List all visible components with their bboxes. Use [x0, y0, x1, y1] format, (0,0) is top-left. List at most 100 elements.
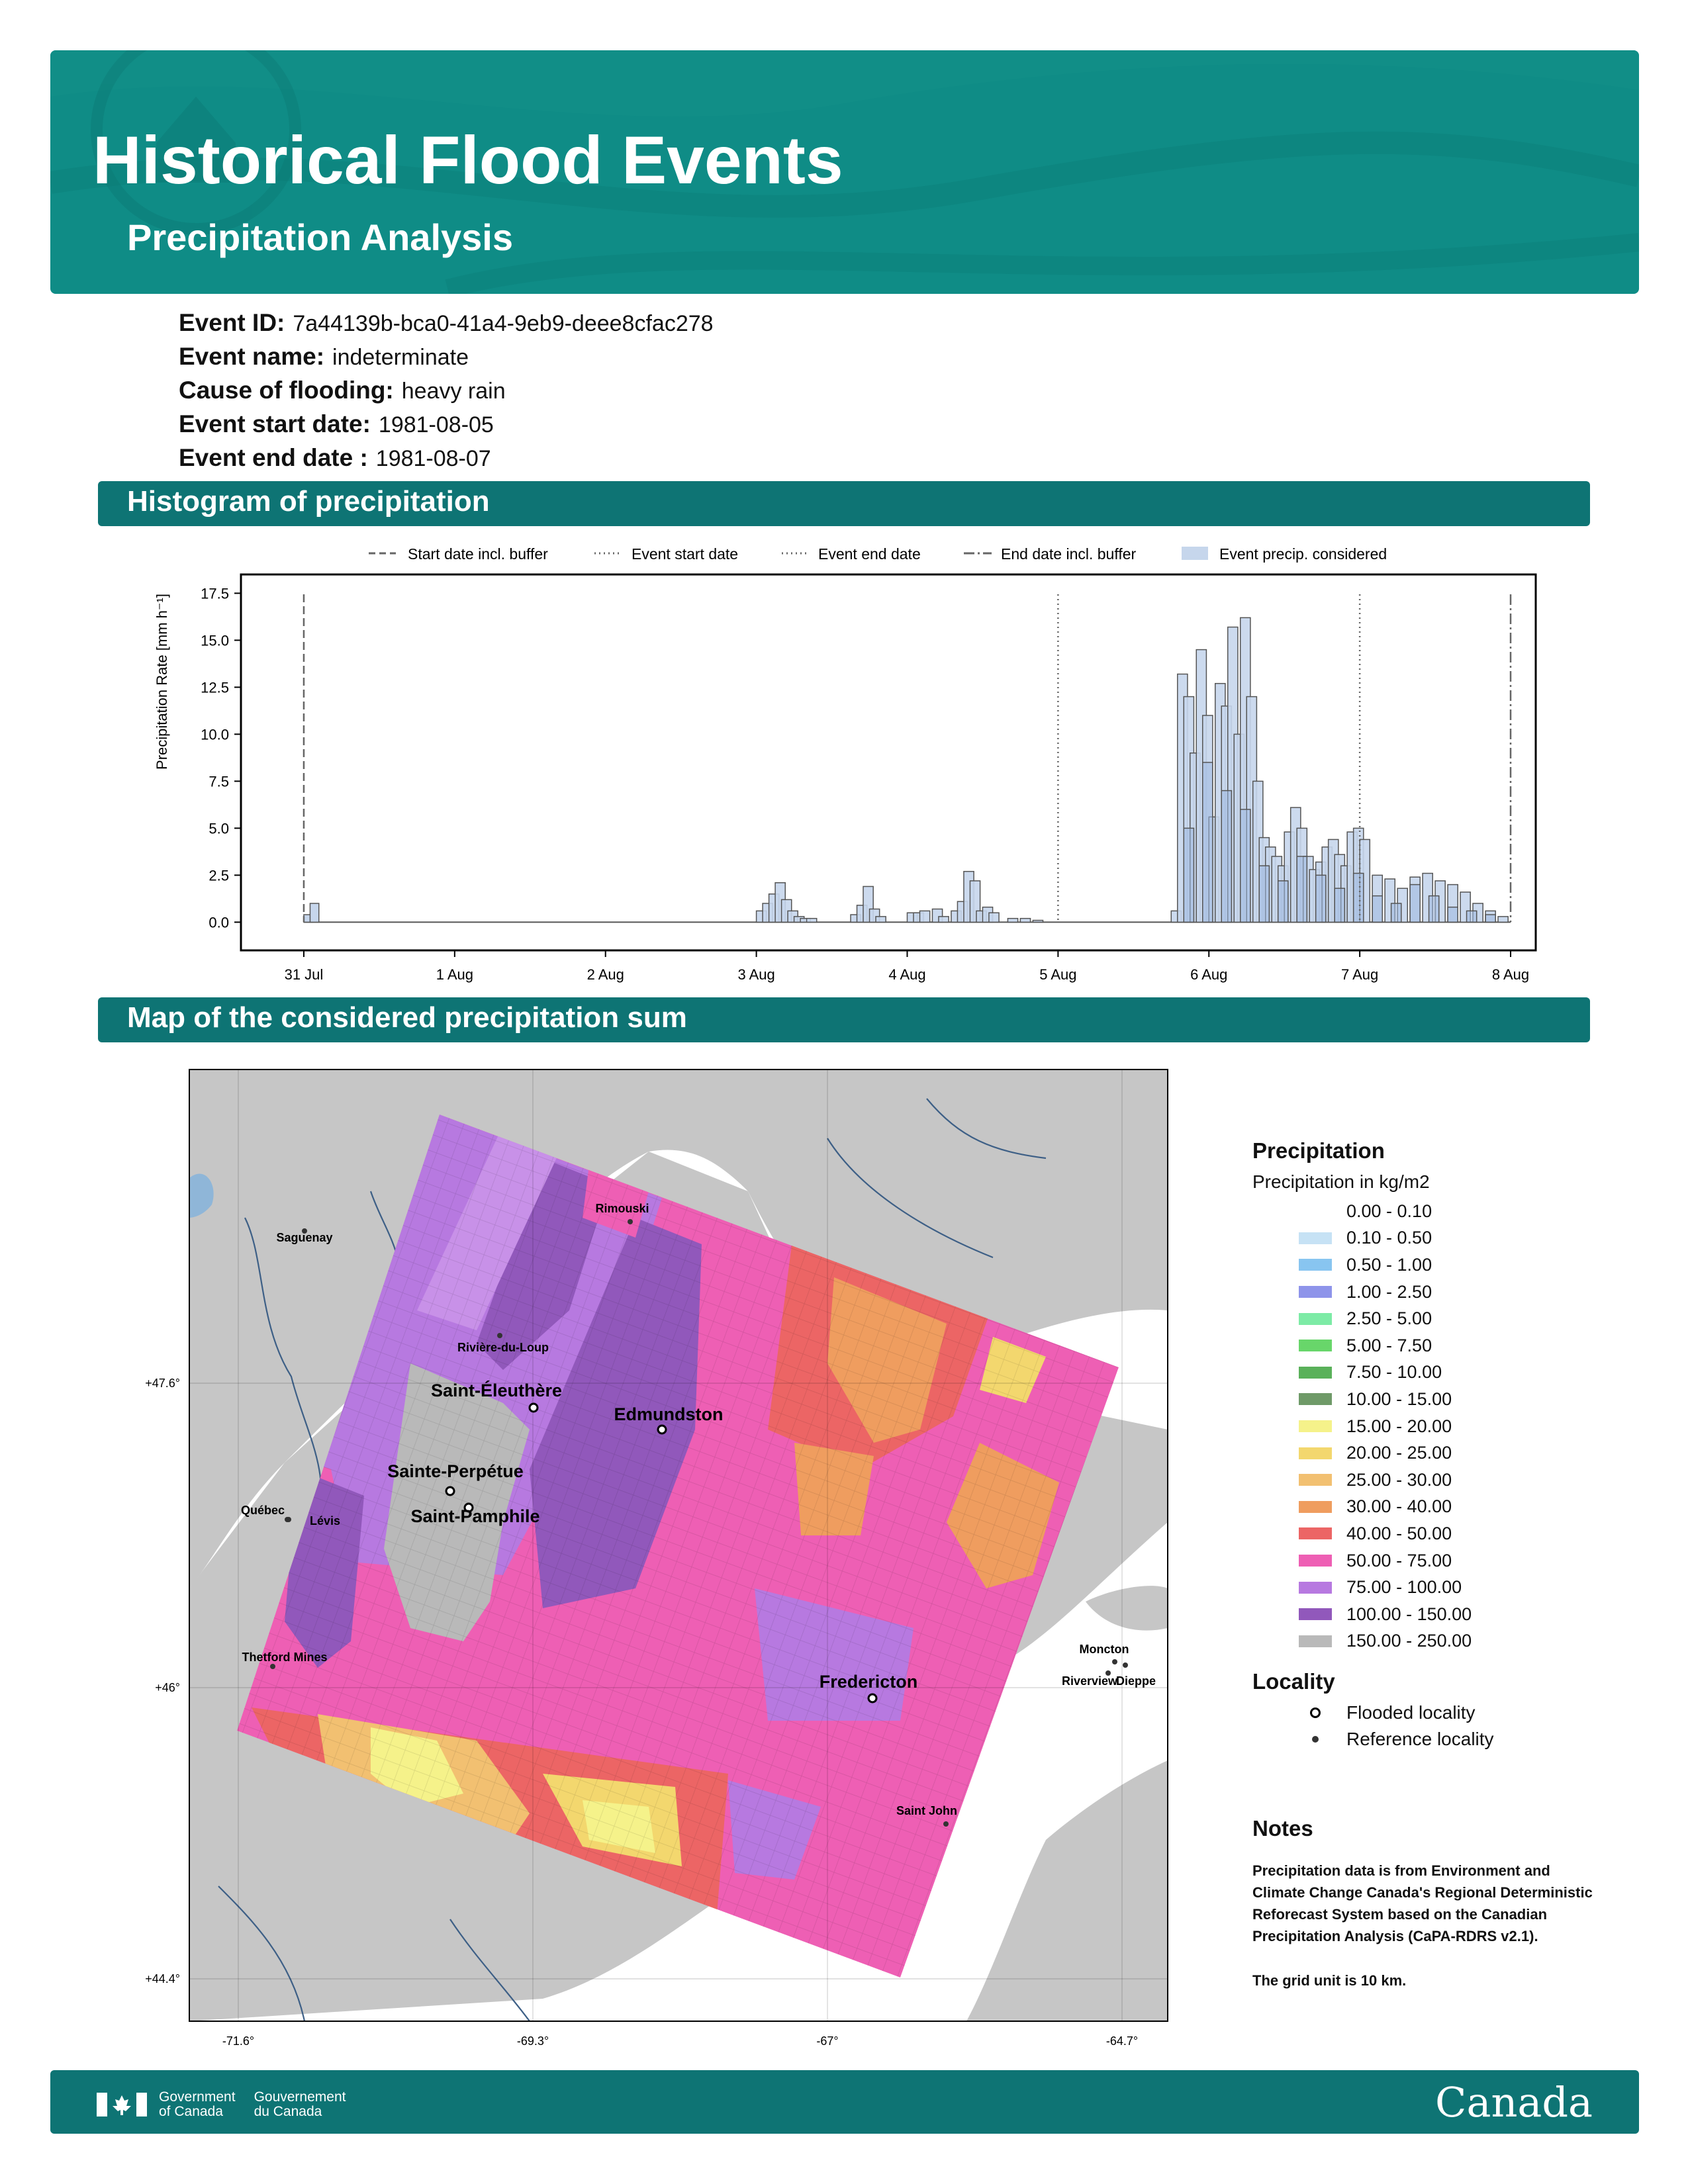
lat-label-1: +47.6°: [145, 1377, 180, 1390]
plot-area: 0.0 2.5 5.0 7.5 10.0 12.5 15.0 17.5 31 Jul 1 Aug 2…: [201, 573, 1537, 983]
histogram-section-title: Histogram of precipitation: [127, 485, 490, 518]
notes-title: Notes: [1252, 1816, 1313, 1841]
reference-locality-label: Rivière-du-Loup: [457, 1341, 549, 1354]
legend-class-label: 10.00 - 15.00: [1346, 1388, 1452, 1409]
legend-class-swatch: [1299, 1555, 1332, 1567]
gov-en-line1: Government: [159, 2089, 236, 2105]
gov-en-line2: of Canada: [159, 2104, 223, 2119]
reference-locality-label: Thetford Mines: [242, 1651, 328, 1664]
legend-class-label: 75.00 - 100.00: [1346, 1577, 1462, 1598]
page-title: Historical Flood Events: [93, 122, 843, 198]
legend-class-swatch: [1299, 1393, 1332, 1406]
legend-class-item: 40.00 - 50.00: [1252, 1520, 1623, 1547]
flooded-locality-marker: [867, 1693, 878, 1704]
reference-locality-label: Moncton: [1080, 1643, 1129, 1656]
legend-class-item: 7.50 - 10.00: [1252, 1359, 1623, 1387]
reference-locality-label: Rimouski: [595, 1202, 649, 1215]
notes-text-grid: The grid unit is 10 km.: [1252, 1972, 1407, 1989]
legend-class-item: 2.50 - 5.00: [1252, 1305, 1623, 1332]
bar: [1032, 919, 1044, 923]
legend-end-buffer-label: End date incl. buffer: [1001, 545, 1136, 563]
bar: [1485, 914, 1496, 923]
reference-locality-label: Québec: [241, 1504, 285, 1517]
x-tick-label: 7 Aug: [1341, 966, 1378, 983]
precipitation-map: Saint-Éleuthère Edmundston Sainte-Perpétue…: [145, 1069, 1168, 2048]
y-tick-label: 5.0: [209, 820, 229, 837]
map-axis-labels: -71.6° -69.3° -67° -64.7° +47.6° +46° +4…: [145, 1377, 1138, 2048]
legend-class-item: 0.00 - 0.10: [1252, 1198, 1623, 1225]
end-date-row: Event end date : 1981-08-07: [179, 438, 714, 472]
y-tick-label: 7.5: [209, 773, 229, 790]
legend-start-buffer-label: Start date incl. buffer: [408, 545, 548, 563]
event-name-row: Event name: indeterminate: [179, 337, 714, 371]
reference-locality-label: Dieppe: [1116, 1674, 1156, 1688]
bar: [1447, 906, 1458, 923]
event-id-value: 7a44139b-bca0-41a4-9eb9-deee8cfac278: [293, 311, 714, 336]
reference-locality-label: Lévis: [310, 1514, 340, 1527]
legend-class-swatch: [1299, 1608, 1332, 1621]
bar: [1315, 874, 1327, 923]
end-date-value: 1981-08-07: [375, 446, 491, 471]
map-frame: [189, 1069, 1168, 2022]
legend-class-label: 25.00 - 30.00: [1346, 1469, 1452, 1490]
house-water-icon: [91, 50, 301, 235]
legend-class-swatch: [1299, 1259, 1332, 1271]
lon-label-1: -71.6°: [222, 2034, 254, 2048]
bar: [1202, 762, 1213, 923]
legend-class-label: 5.00 - 7.50: [1346, 1335, 1432, 1355]
bar: [1497, 916, 1509, 923]
legend-flooded-label: Flooded locality: [1346, 1702, 1476, 1723]
legend-class-swatch: [1299, 1500, 1332, 1513]
histogram-section-header: Histogram of precipitation: [98, 481, 1590, 526]
bar: [1258, 865, 1270, 923]
start-date-row: Event start date: 1981-08-05: [179, 404, 714, 438]
bar: [1296, 856, 1308, 923]
legend-class-item: 50.00 - 75.00: [1252, 1547, 1623, 1574]
map-section-title: Map of the considered precipitation sum: [127, 1001, 687, 1034]
cause-label: Cause of flooding:: [179, 377, 394, 404]
y-tick-label: 10.0: [201, 726, 229, 743]
reference-locality-marker: [1112, 1659, 1117, 1664]
legend-event-start-label: Event start date: [632, 545, 738, 563]
bar: [1428, 895, 1440, 923]
legend-event-precip-label: Event precip. considered: [1219, 545, 1387, 563]
y-axis-label: Precipitation Rate [mm h⁻¹]: [154, 594, 170, 770]
x-tick-label: 3 Aug: [737, 966, 774, 983]
bar: [1409, 884, 1421, 923]
x-tick-label: 1 Aug: [436, 966, 473, 983]
gov-fr-line2: du Canada: [254, 2104, 322, 2119]
legend-class-swatch: [1299, 1581, 1332, 1594]
event-metadata: Event ID: 7a44139b-bca0-41a4-9eb9-deee8cf…: [179, 303, 714, 472]
flooded-locality-marker: [445, 1486, 455, 1496]
bar: [875, 916, 886, 923]
x-tick-label: 5 Aug: [1039, 966, 1076, 983]
legend-class-label: 20.00 - 25.00: [1346, 1443, 1452, 1463]
legend-class-swatch: [1299, 1286, 1332, 1298]
event-name-label: Event name:: [179, 343, 325, 370]
legend-class-label: 50.00 - 75.00: [1346, 1550, 1452, 1570]
legend-class-swatch: [1299, 1366, 1332, 1379]
x-tick-label: 2 Aug: [587, 966, 624, 983]
event-name-value: indeterminate: [332, 345, 469, 370]
start-date-value: 1981-08-05: [378, 412, 494, 437]
legend-class-item: 15.00 - 20.00: [1252, 1413, 1623, 1440]
reference-locality-marker: [302, 1228, 307, 1234]
event-id-label: Event ID:: [179, 309, 285, 336]
page-subtitle: Precipitation Analysis: [127, 216, 513, 258]
bar: [919, 910, 931, 923]
lon-label-2: -69.3°: [517, 2034, 549, 2048]
legend-class-swatch: [1299, 1232, 1332, 1244]
y-tick-label: 2.5: [209, 867, 229, 884]
legend-class-label: 0.10 - 0.50: [1346, 1228, 1432, 1248]
bar: [1334, 887, 1346, 923]
legend-class-item: 75.00 - 100.00: [1252, 1574, 1623, 1601]
bar: [309, 903, 320, 923]
legend-class-swatch: [1299, 1474, 1332, 1486]
legend-class-item: 0.50 - 1.00: [1252, 1251, 1623, 1279]
y-tick-label: 17.5: [201, 585, 229, 602]
x-tick-label: 8 Aug: [1492, 966, 1529, 983]
lake-st-jean: [189, 1173, 214, 1218]
legend-class-swatch: [1299, 1447, 1332, 1459]
bar: [1019, 917, 1031, 923]
legend-event-precip-swatch: [1182, 547, 1208, 560]
